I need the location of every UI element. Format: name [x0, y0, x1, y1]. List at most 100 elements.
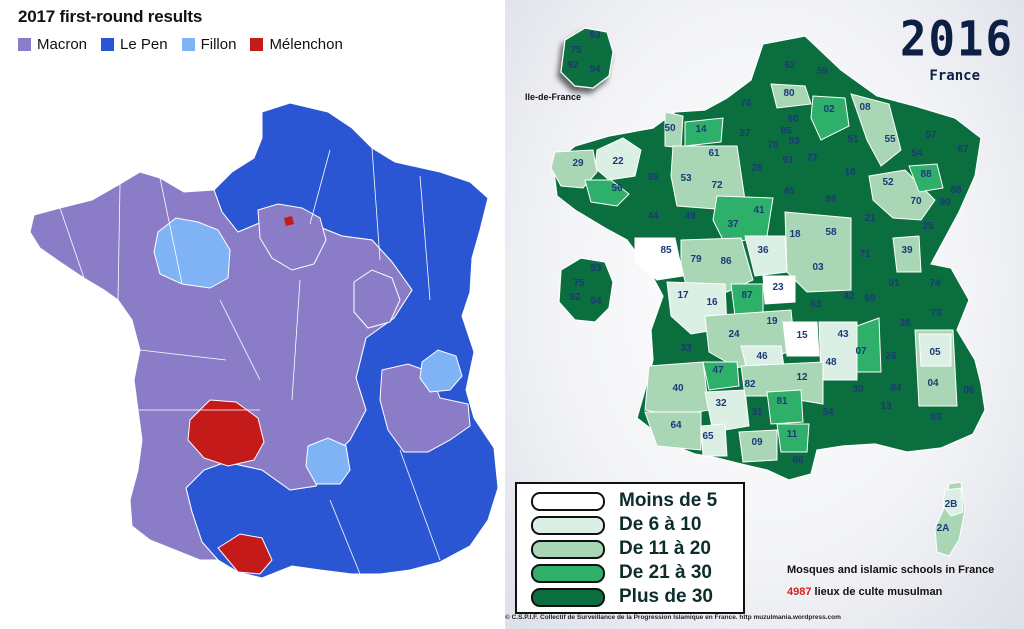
dept-label-80: 80 — [783, 88, 795, 99]
dept-center-west-fill — [680, 237, 754, 293]
dept-label-74: 74 — [929, 278, 941, 289]
dept-label-56: 56 — [611, 183, 623, 194]
dept-08-55-fill — [850, 93, 902, 167]
legend-row-gt30: Plus de 30 — [531, 586, 713, 608]
dept-label-87: 87 — [741, 290, 753, 301]
legend-item-fillon: Fillon — [181, 36, 236, 53]
election-map-svg — [29, 102, 499, 579]
places-count-caption: 4987 lieux de culte musulman — [787, 586, 942, 598]
dept-label-61: 61 — [708, 148, 720, 159]
dept-label-67: 67 — [957, 144, 969, 155]
dept-label-32: 32 — [715, 398, 727, 409]
dept-label-75: 75 — [573, 278, 585, 289]
department-borders — [59, 147, 441, 575]
legend-item-le-pen: Le Pen — [101, 36, 168, 53]
fillon-region-south — [305, 437, 351, 485]
dept-label-15: 15 — [796, 330, 808, 341]
dept-label-10: 10 — [844, 167, 856, 178]
dept-label-07: 07 — [855, 346, 867, 357]
dept-label-08: 08 — [859, 102, 871, 113]
legend-label-le-pen: Le Pen — [120, 36, 168, 53]
dept-label-11: 11 — [787, 429, 798, 440]
dept-label-83: 83 — [930, 412, 942, 423]
legend-bar-6-10 — [531, 515, 605, 535]
dept-label-94: 94 — [589, 64, 601, 75]
idf-inset-label: Ile-de-France — [525, 92, 582, 102]
dept-label-38: 38 — [899, 318, 911, 329]
dept-label-06: 06 — [963, 385, 975, 396]
dept-label-88: 88 — [920, 169, 932, 180]
idf-inset-top — [560, 27, 614, 89]
dept-label-2B: 2B — [945, 499, 958, 510]
dept-label-27: 27 — [739, 128, 751, 139]
dept-39-fill — [892, 235, 922, 273]
dept-label-93: 93 — [590, 263, 602, 274]
legend-swatch-melenchon — [250, 38, 264, 51]
dept-label-47: 47 — [712, 365, 724, 376]
dept-label-17: 17 — [677, 290, 689, 301]
legend-swatch-macron — [18, 38, 31, 51]
dept-14-fill — [684, 117, 724, 147]
dept-05-fill — [918, 333, 952, 367]
dept-label-52: 52 — [882, 177, 894, 188]
legend-row-6-10: De 6 à 10 — [531, 514, 701, 536]
dept-label-49: 49 — [684, 211, 696, 222]
macron-region-central-east — [353, 269, 401, 329]
dept-label-39: 39 — [901, 245, 913, 256]
dept-label-21: 21 — [864, 213, 876, 224]
dept-label-53: 53 — [680, 173, 692, 184]
dept-11-fill — [776, 423, 810, 453]
dept-52-70-fill — [868, 169, 936, 221]
dept-label-18: 18 — [789, 229, 801, 240]
dept-label-35: 35 — [647, 172, 659, 183]
places-count-text: lieux de culte musulman — [811, 586, 943, 598]
dept-label-29: 29 — [572, 158, 584, 169]
dept-label-12: 12 — [796, 372, 808, 383]
dept-label-70: 70 — [910, 196, 922, 207]
fillon-region-alps — [419, 349, 463, 393]
dept-label-73: 73 — [930, 308, 942, 319]
melenchon-region-ariege — [217, 533, 273, 575]
dept-label-22: 22 — [612, 156, 624, 167]
dept-64-fill — [644, 411, 702, 451]
dept-43-48-fill — [818, 321, 858, 381]
dept-label-94: 94 — [590, 296, 602, 307]
dept-label-79: 79 — [690, 254, 702, 265]
dept-label-69: 69 — [864, 293, 876, 304]
dept-label-42: 42 — [843, 291, 855, 302]
mosques-legend: Moins de 5 De 6 à 10 De 11 à 20 De 21 à … — [515, 482, 745, 614]
corsica-2b — [942, 487, 964, 517]
dept-label-19: 19 — [766, 316, 778, 327]
dept-85-fill — [634, 237, 684, 281]
dept-label-05: 05 — [929, 347, 941, 358]
legend-swatch-le-pen — [101, 38, 115, 51]
dept-label-14: 14 — [695, 124, 707, 135]
dept-label-31: 31 — [751, 407, 763, 418]
dept-label-63: 63 — [810, 299, 822, 310]
dept-label-40: 40 — [672, 383, 684, 394]
mosques-caption: Mosques and islamic schools in France — [787, 564, 995, 576]
dept-32-fill — [704, 389, 750, 433]
dept-label-72: 72 — [711, 180, 723, 191]
dept-label-62: 62 — [784, 60, 796, 71]
dept-09-fill — [738, 429, 778, 463]
dept-label-55: 55 — [884, 134, 896, 145]
dept-label-85: 85 — [660, 245, 672, 256]
legend-bar-11-20 — [531, 539, 605, 559]
legend-bar-21-30 — [531, 563, 605, 583]
dept-label-04: 04 — [927, 378, 939, 389]
legend-label-melenchon: Mélenchon — [269, 36, 343, 53]
dept-label-93: 93 — [788, 136, 800, 147]
dept-label-43: 43 — [837, 329, 849, 340]
dept-label-93: 93 — [589, 30, 601, 41]
dept-label-54: 54 — [911, 148, 923, 159]
legend-label-11-20: De 11 à 20 — [619, 538, 711, 559]
dept-label-65: 65 — [702, 431, 714, 442]
melenchon-region-paris — [284, 216, 294, 226]
dept-label-34: 34 — [822, 407, 834, 418]
dept-label-2A: 2A — [937, 523, 950, 534]
dept-02-fill — [810, 95, 850, 141]
fillon-region-normandy — [153, 217, 231, 289]
year-title: 2016 — [900, 11, 1014, 68]
